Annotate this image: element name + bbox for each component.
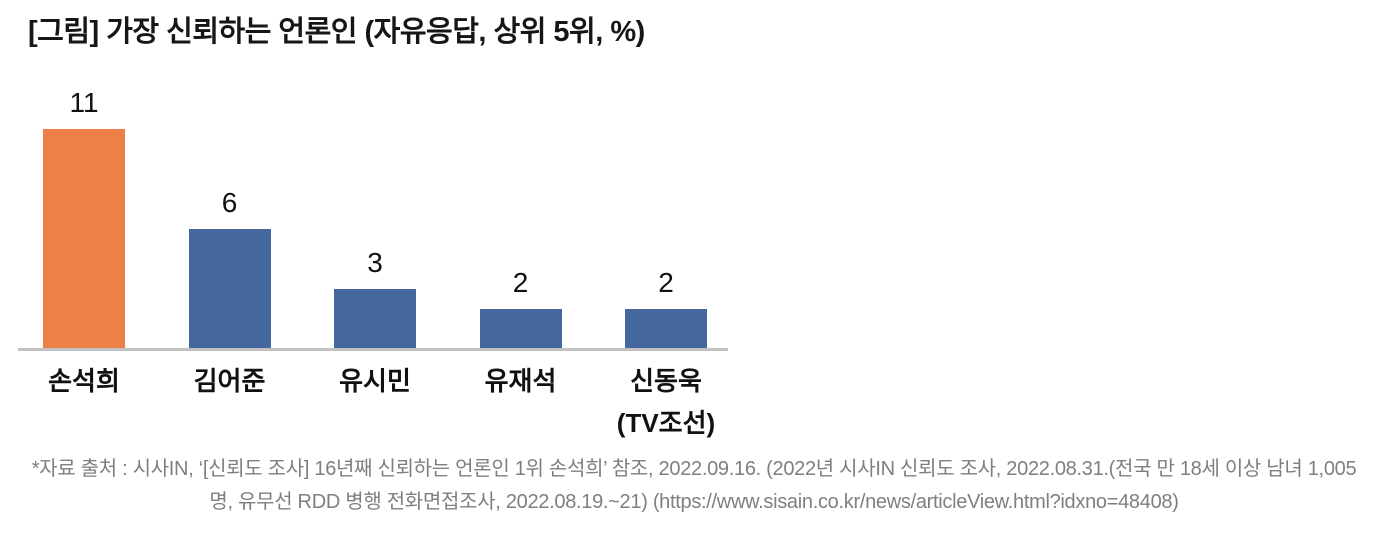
bar-category-label: 유재석 bbox=[484, 366, 557, 396]
source-note-line1: *자료 출처 : 시사IN, ‘[신뢰도 조사] 16년째 신뢰하는 언론인 1… bbox=[31, 458, 1357, 480]
bar-value-label: 2 bbox=[512, 267, 529, 298]
bar-category-label: 김어준 bbox=[193, 366, 266, 396]
bar-5 bbox=[625, 309, 707, 349]
bar-category-label: 신동욱 (TV조선) bbox=[616, 366, 716, 438]
bar-2 bbox=[188, 229, 271, 349]
bar-3 bbox=[334, 289, 416, 349]
source-note-line2: 명, 유무선 RDD 병행 전화면접조사, 2022.08.19.~21) (h… bbox=[209, 491, 1179, 513]
x-axis-line bbox=[18, 348, 728, 351]
bar-category-label: 손석희 bbox=[48, 366, 120, 396]
bar-category-label: 유시민 bbox=[339, 366, 411, 396]
bar-1 bbox=[43, 129, 125, 349]
bar-value-label: 11 bbox=[69, 87, 99, 118]
bar-value-label: 6 bbox=[221, 187, 238, 218]
bar-value-label: 3 bbox=[367, 247, 383, 278]
source-note: *자료 출처 : 시사IN, ‘[신뢰도 조사] 16년째 신뢰하는 언론인 1… bbox=[0, 453, 1388, 519]
bar-value-label: 2 bbox=[658, 267, 674, 298]
bar-4 bbox=[479, 309, 562, 349]
figure-title: [그림] 가장 신뢰하는 언론인 (자유응답, 상위 5위, %) bbox=[28, 16, 645, 48]
